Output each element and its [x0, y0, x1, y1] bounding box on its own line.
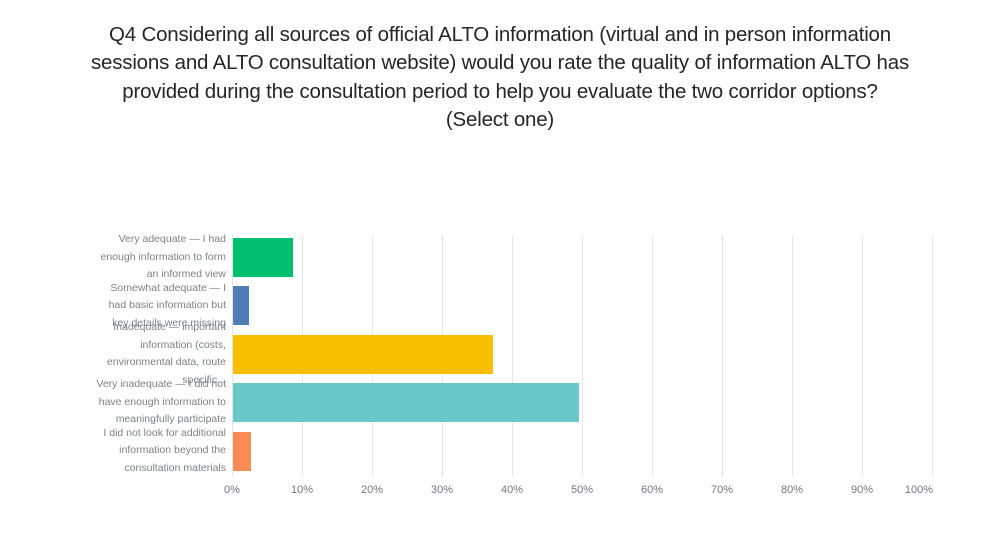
category-label-1: Very adequate — I had enough information …	[56, 231, 227, 284]
gridline	[652, 235, 653, 477]
gridline	[722, 235, 723, 477]
category-label-line: meaningfully participate	[115, 413, 226, 426]
bar-4	[233, 383, 579, 423]
category-label-line: specific...	[182, 373, 226, 386]
category-label-line: consultation materials	[124, 461, 226, 474]
x-axis-tick-label: 10%	[290, 484, 314, 496]
x-axis-tick-label: 40%	[500, 484, 524, 496]
gridline	[792, 235, 793, 477]
gridline	[582, 235, 583, 477]
x-axis-tick-label: 90%	[850, 484, 874, 496]
category-label-line: information beyond the	[119, 444, 226, 457]
category-label-5: I did not look for additional information…	[56, 425, 226, 478]
bar-3	[233, 334, 493, 374]
category-label-line: I did not look for additional	[103, 426, 226, 439]
bar-2	[233, 286, 250, 326]
category-label-line: Inadequate — important	[113, 321, 226, 334]
x-axis-tick-label: 0%	[224, 484, 240, 496]
x-axis-tick-label: 100%	[904, 484, 933, 496]
x-axis-tick-label: 50%	[570, 484, 594, 496]
bar-5	[233, 431, 252, 471]
x-axis-tick-label: 60%	[640, 484, 664, 496]
category-label-4: Very inadequate — I did not have enough i…	[56, 376, 226, 429]
bar-1	[233, 238, 294, 277]
question-title-line: provided during the consultation period …	[122, 79, 878, 103]
category-label-line: enough information to form	[100, 250, 227, 263]
category-label-line: Somewhat adequate — I	[110, 281, 226, 294]
category-label-line: had basic information but	[108, 299, 226, 312]
gridline	[862, 235, 863, 477]
x-axis-tick-label: 20%	[360, 484, 384, 496]
question-title: Q4 Considering all sources of official A…	[0, 21, 1000, 134]
category-label-line: have enough information to	[98, 395, 226, 408]
gridline	[932, 235, 933, 477]
category-label-3: Inadequate — important information (costs…	[56, 319, 226, 389]
category-label-line: an informed view	[146, 268, 226, 281]
question-title-line: Q4 Considering all sources of official A…	[109, 23, 891, 46]
category-label-line: key details were missing	[112, 316, 226, 329]
plot-area	[232, 235, 933, 477]
question-title-line: sessions and ALTO consultation website) …	[90, 51, 910, 75]
x-axis-tick-label: 30%	[430, 484, 454, 496]
gridline	[512, 235, 513, 477]
category-label-line: environmental data, route	[106, 356, 226, 369]
category-label-2: Somewhat adequate — I had basic informati…	[56, 280, 226, 333]
category-label-line: information (costs,	[140, 338, 226, 351]
category-label-line: Very adequate — I had	[118, 233, 226, 246]
x-axis-tick-label: 70%	[710, 484, 734, 496]
x-axis-tick-label: 80%	[780, 484, 804, 496]
category-label-line: Very inadequate — I did not	[96, 378, 226, 391]
gridline	[232, 235, 233, 477]
question-title-line: (Select one)	[445, 107, 555, 131]
